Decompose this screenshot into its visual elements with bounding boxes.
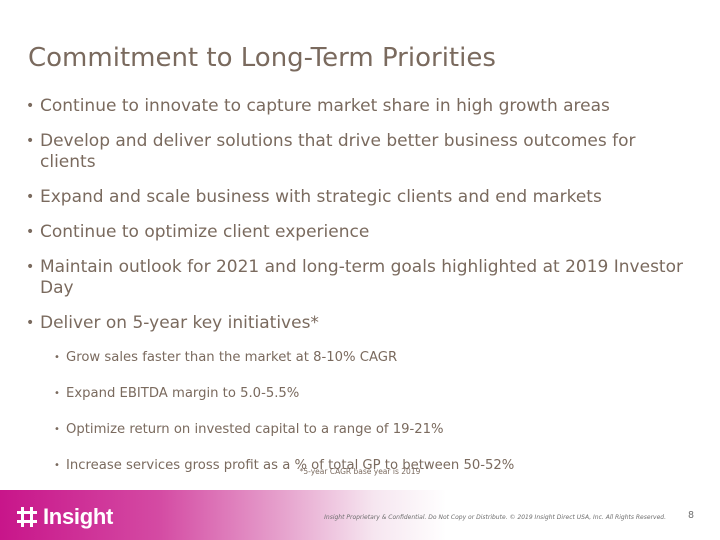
bullet-text: Continue to innovate to capture market s… xyxy=(40,96,610,116)
slide-title: Commitment to Long-Term Priorities xyxy=(28,43,496,73)
bullet-glyph: • xyxy=(54,460,60,471)
bullet-glyph: • xyxy=(54,424,60,435)
bullet-item: • Develop and deliver solutions that dri… xyxy=(26,131,686,173)
sub-bullet-text: Expand EBITDA margin to 5.0-5.5% xyxy=(66,386,300,401)
bullet-item: • Continue to optimize client experience xyxy=(26,222,686,243)
bullet-text: Deliver on 5-year key initiatives* xyxy=(40,313,319,333)
bullet-item: • Maintain outlook for 2021 and long-ter… xyxy=(26,257,686,299)
bullet-text: Continue to optimize client experience xyxy=(40,222,370,242)
bullet-list: • Continue to innovate to capture market… xyxy=(26,96,686,474)
bullet-item: • Deliver on 5-year key initiatives* xyxy=(26,313,686,334)
bullet-glyph: • xyxy=(54,388,60,399)
insight-logo: Insight xyxy=(17,503,113,531)
sub-bullet-item: • Grow sales faster than the market at 8… xyxy=(54,349,686,366)
sub-bullet-text: Increase services gross profit as a % of… xyxy=(66,458,515,473)
bullet-glyph: • xyxy=(26,315,35,331)
bullet-glyph: • xyxy=(26,133,35,149)
logo-text: Insight xyxy=(43,504,114,529)
bullet-glyph: • xyxy=(26,98,35,114)
sub-bullet-item: • Increase services gross profit as a % … xyxy=(54,457,686,474)
footnote: *5-year CAGR base year is 2019 xyxy=(299,467,421,476)
sub-bullet-text: Optimize return on invested capital to a… xyxy=(66,422,444,437)
bullet-text: Develop and deliver solutions that drive… xyxy=(40,131,636,172)
bullet-item: • Expand and scale business with strateg… xyxy=(26,187,686,208)
page-number: 8 xyxy=(687,510,694,521)
bullet-glyph: • xyxy=(26,259,35,275)
sub-bullet-item: • Optimize return on invested capital to… xyxy=(54,421,686,438)
legal-notice: Insight Proprietary & Confidential. Do N… xyxy=(324,514,666,521)
bullet-glyph: • xyxy=(26,189,35,205)
bullet-item: • Continue to innovate to capture market… xyxy=(26,96,686,117)
bullet-glyph: • xyxy=(54,352,60,363)
sub-bullet-text: Grow sales faster than the market at 8-1… xyxy=(66,350,398,365)
insight-logo-mark-icon xyxy=(17,507,37,527)
footer-band xyxy=(0,490,720,540)
bullet-text: Expand and scale business with strategic… xyxy=(40,187,602,207)
sub-bullet-item: • Expand EBITDA margin to 5.0-5.5% xyxy=(54,385,686,402)
bullet-text: Maintain outlook for 2021 and long-term … xyxy=(40,257,683,298)
bullet-glyph: • xyxy=(26,224,35,240)
